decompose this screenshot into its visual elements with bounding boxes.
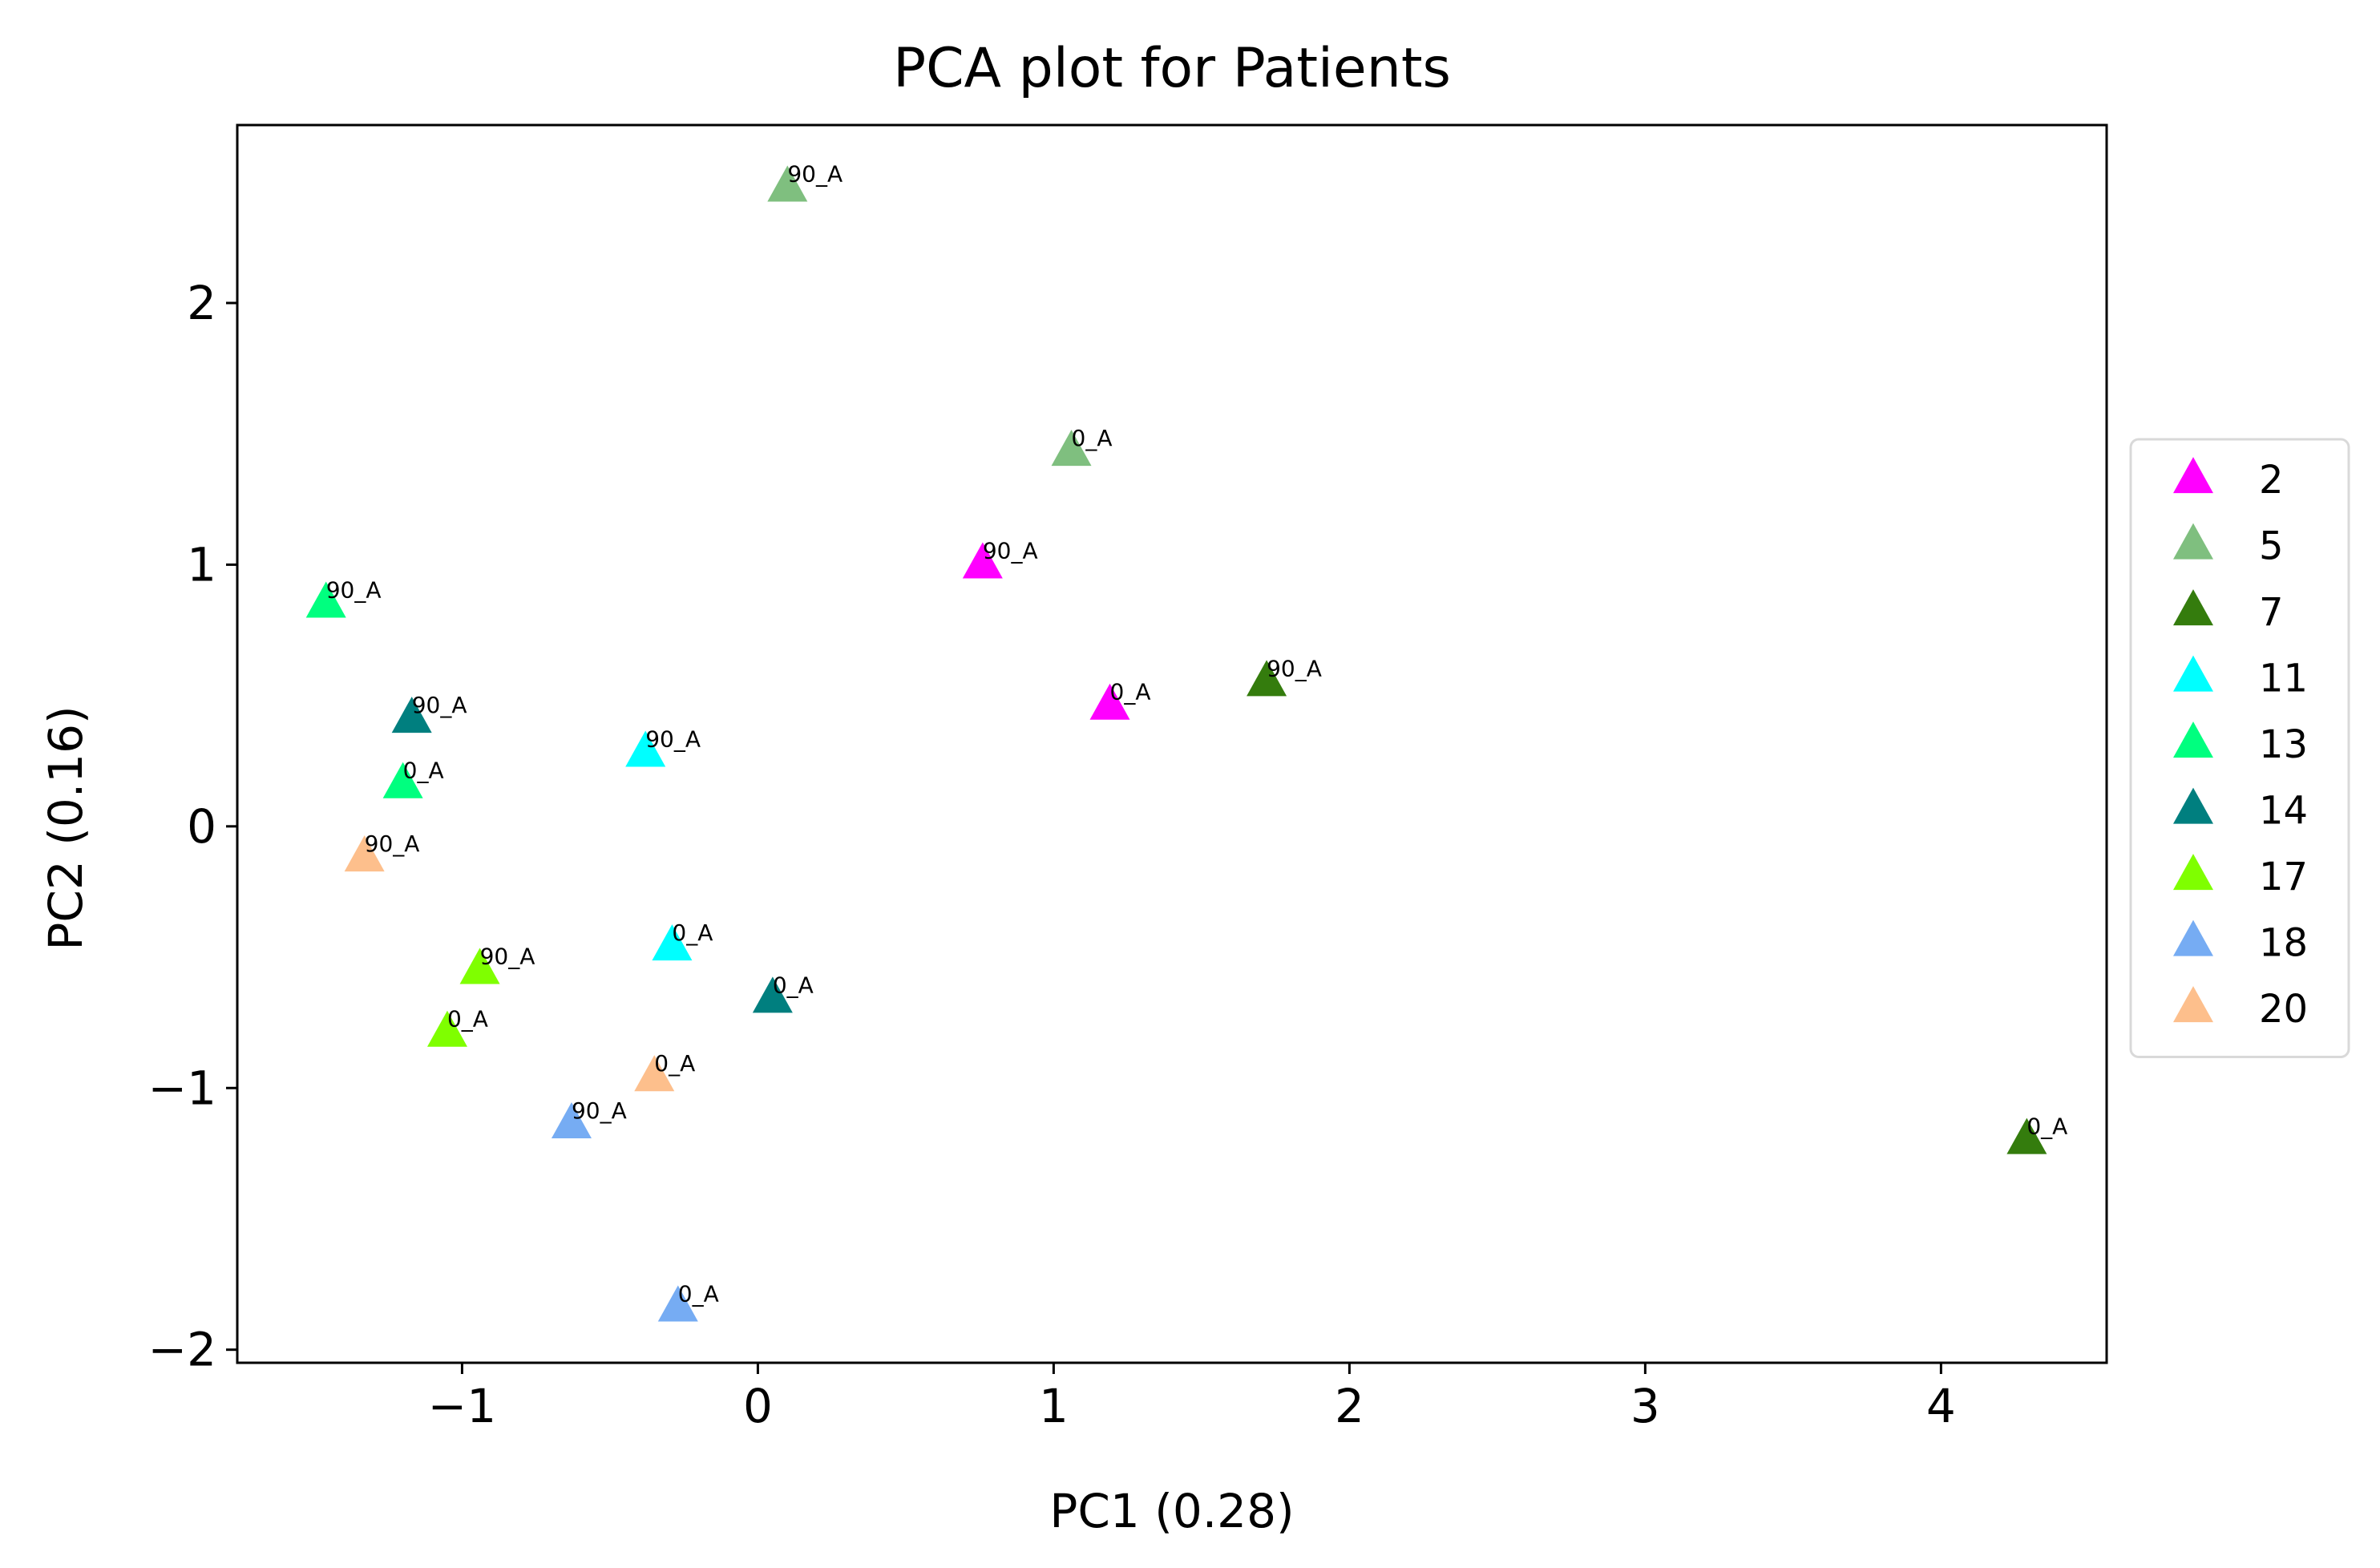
data-point-label: 90_A [645, 725, 701, 752]
data-point-label: 0_A [654, 1050, 695, 1077]
legend-label: 7 [2259, 590, 2284, 635]
data-point-label: 0_A [678, 1280, 719, 1307]
data-point-label: 0_A [447, 1006, 488, 1033]
data-point-label: 90_A [1267, 655, 1322, 681]
x-tick-label: −1 [428, 1379, 497, 1433]
legend-label: 20 [2259, 987, 2308, 1032]
data-point-series-20 [344, 835, 385, 872]
legend-marker-2 [2173, 457, 2213, 494]
x-axis-label: PC1 (0.28) [1049, 1484, 1294, 1538]
data-point-series-17 [426, 1010, 467, 1047]
legend-label: 13 [2259, 722, 2308, 767]
plot-frame [236, 123, 2108, 1364]
y-axis-label: PC2 (0.16) [38, 705, 93, 950]
legend-box [2129, 438, 2350, 1058]
data-point-series-20 [634, 1055, 675, 1092]
chart-title: PCA plot for Patients [893, 37, 1451, 100]
data-point-series-2 [962, 542, 1003, 579]
legend-label: 5 [2259, 524, 2284, 569]
legend-label: 17 [2259, 855, 2308, 899]
legend-marker-13 [2173, 721, 2213, 758]
data-point-series-18 [551, 1102, 592, 1139]
x-tick-label: 3 [1630, 1379, 1660, 1433]
data-point-series-2 [1089, 683, 1130, 720]
y-tick-label: −1 [148, 1061, 217, 1115]
legend-marker-17 [2173, 854, 2213, 891]
data-point-series-13 [382, 762, 423, 798]
data-point-series-13 [305, 581, 346, 618]
x-tick-label: 2 [1335, 1379, 1364, 1433]
data-point-label: 0_A [672, 919, 713, 946]
legend-marker-14 [2173, 787, 2213, 824]
data-point-label: 0_A [1110, 679, 1151, 705]
x-tick-label: 4 [1926, 1379, 1956, 1433]
y-tick-label: 1 [187, 537, 216, 592]
legend-marker-18 [2173, 919, 2213, 956]
data-point-series-7 [2006, 1117, 2047, 1154]
plot-area: −1 0 1 2 3 4 −2 −1 0 1 2 90_A 0_A 90_A 0_A 90_A 0_A 90_A 0… [148, 123, 2108, 1433]
x-tick-label: 1 [1039, 1379, 1069, 1433]
y-tick-label: 2 [187, 276, 216, 330]
data-point-label: 90_A [983, 537, 1038, 564]
legend-marker-7 [2173, 589, 2213, 626]
legend-marker-11 [2173, 655, 2213, 692]
data-point-label: 0_A [2026, 1113, 2067, 1140]
data-point-label: 90_A [326, 576, 382, 603]
data-point-label: 90_A [480, 943, 535, 969]
data-point-series-17 [459, 948, 500, 984]
data-point-label: 90_A [572, 1097, 627, 1124]
y-tick-label: −2 [148, 1323, 217, 1377]
data-point-series-14 [752, 976, 793, 1013]
legend: 2 5 7 11 13 14 17 18 20 [2129, 438, 2350, 1058]
data-point-series-5 [1051, 430, 1092, 467]
x-tick-label: 0 [743, 1379, 773, 1433]
legend-marker-5 [2173, 523, 2213, 560]
data-point-label: 0_A [403, 758, 444, 784]
legend-label: 11 [2259, 657, 2308, 701]
data-point-label: 90_A [365, 830, 420, 857]
data-point-label: 0_A [1072, 425, 1113, 451]
data-point-series-5 [767, 165, 808, 202]
legend-label: 18 [2259, 921, 2308, 966]
data-point-series-11 [652, 924, 693, 961]
data-point-label: 90_A [412, 692, 467, 718]
legend-label: 14 [2259, 789, 2308, 834]
data-point-series-14 [391, 697, 432, 733]
legend-label: 2 [2259, 458, 2284, 503]
data-point-series-11 [625, 730, 666, 767]
data-point-label: 90_A [787, 160, 842, 187]
y-tick-label: 0 [187, 799, 216, 854]
data-point-series-18 [657, 1285, 698, 1322]
data-point-label: 0_A [773, 972, 814, 998]
data-point-series-7 [1247, 660, 1287, 697]
legend-marker-20 [2173, 986, 2213, 1023]
